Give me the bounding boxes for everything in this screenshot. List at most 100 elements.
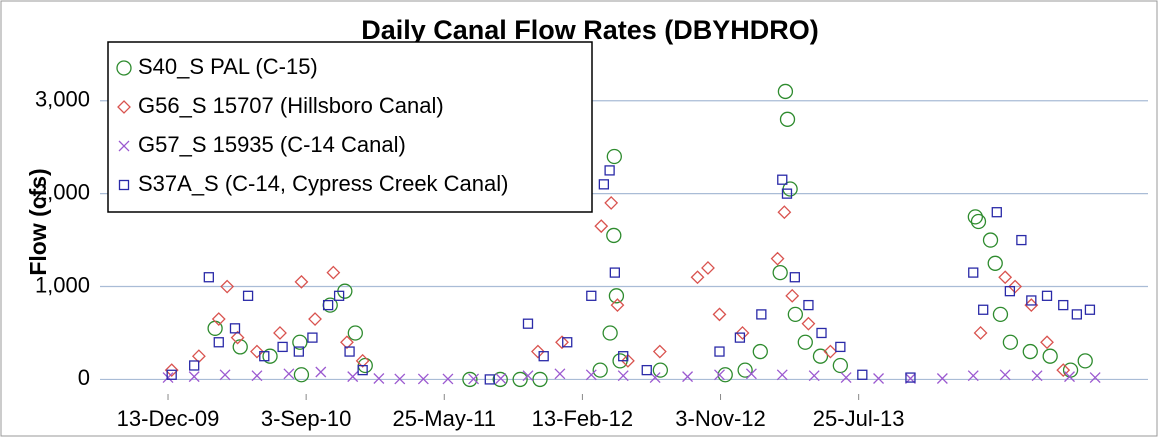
circle-marker — [1002, 334, 1019, 350]
legend-box — [107, 41, 593, 213]
circle-marker — [967, 209, 983, 225]
square-marker — [277, 341, 288, 353]
diamond-marker — [294, 274, 309, 289]
circle-marker — [462, 371, 478, 388]
circle-marker — [992, 306, 1009, 323]
circle-marker — [652, 362, 669, 378]
circle-marker — [606, 227, 622, 244]
square-marker — [618, 351, 629, 362]
diamond-marker — [823, 344, 838, 359]
circle-marker — [777, 83, 794, 100]
square-marker — [213, 337, 224, 348]
legend-label: S37A_S (C-14, Cypress Creek Canal) — [138, 171, 508, 196]
circle-marker — [1077, 353, 1093, 369]
diamond-marker — [1040, 335, 1054, 350]
legend-marker — [117, 100, 131, 114]
x-marker — [873, 373, 885, 384]
x-marker — [808, 370, 820, 382]
square-marker — [978, 304, 989, 315]
x-marker — [373, 373, 385, 384]
circle-marker — [1042, 348, 1058, 364]
legend-label: G56_S 15707 (Hillsboro Canal) — [138, 93, 444, 118]
x-marker — [999, 369, 1011, 381]
diamond-marker — [735, 326, 750, 340]
diamond-marker — [973, 326, 988, 340]
square-marker — [322, 299, 334, 311]
square-marker — [835, 341, 846, 353]
x-marker — [776, 369, 788, 381]
diamond-marker — [250, 344, 264, 359]
square-marker — [1058, 299, 1069, 311]
circle-marker — [982, 232, 999, 248]
square-marker — [357, 364, 368, 376]
diamond-marker — [621, 353, 635, 368]
diamond-marker — [164, 363, 179, 378]
square-marker — [781, 188, 793, 199]
square-marker — [905, 372, 916, 383]
square-marker — [333, 290, 345, 301]
square-marker — [756, 309, 767, 320]
diamond-marker — [604, 196, 619, 210]
circle-marker — [832, 357, 848, 374]
x-marker — [188, 371, 200, 383]
x-tick-label: 25-May-11 — [393, 406, 497, 431]
x-marker — [554, 368, 566, 380]
square-marker — [242, 290, 254, 301]
diamond-marker — [785, 288, 800, 303]
x-marker — [417, 373, 429, 385]
square-marker — [968, 267, 979, 278]
square-marker — [307, 332, 318, 343]
square-marker — [1026, 295, 1037, 306]
diamond-marker — [340, 335, 354, 350]
x-marker — [347, 371, 359, 383]
circle-marker — [262, 348, 278, 364]
circle-marker — [347, 325, 363, 341]
x-marker — [1064, 371, 1075, 383]
legend-marker — [118, 179, 130, 191]
diamond-marker — [211, 312, 226, 326]
x-marker — [714, 369, 725, 381]
square-marker — [189, 360, 200, 371]
square-marker — [789, 272, 800, 283]
x-marker — [468, 373, 480, 385]
square-marker — [344, 346, 355, 357]
diamond-marker — [998, 270, 1013, 285]
circle-marker — [737, 362, 753, 378]
square-marker — [1041, 290, 1053, 301]
legend-label: S40_S PAL (C-15) — [138, 54, 318, 79]
square-marker — [857, 369, 868, 380]
square-marker — [484, 374, 495, 385]
circle-marker — [606, 148, 622, 165]
x-marker — [617, 370, 629, 382]
circle-marker — [797, 334, 813, 350]
circle-marker — [772, 264, 788, 281]
x-tick-label: 3-Sep-10 — [261, 406, 352, 431]
circle-marker — [752, 343, 768, 360]
circle-marker — [608, 288, 625, 304]
diamond-marker — [610, 298, 625, 313]
x-marker — [936, 373, 948, 384]
diamond-marker — [690, 270, 705, 285]
square-marker — [1016, 234, 1027, 246]
square-marker — [641, 364, 652, 376]
circle-marker — [532, 371, 548, 388]
square-marker — [604, 165, 615, 176]
square-marker — [259, 351, 270, 362]
circle-marker — [970, 213, 987, 230]
diamond-marker — [220, 279, 235, 294]
square-marker — [816, 327, 827, 339]
legend-marker — [116, 60, 132, 76]
x-tick-label: 25-Jul-13 — [813, 406, 905, 431]
square-marker — [166, 369, 177, 380]
square-marker — [229, 323, 241, 334]
y-tick-label: 0 — [78, 365, 90, 390]
square-marker — [714, 346, 725, 357]
circle-marker — [602, 325, 618, 341]
diamond-marker — [712, 307, 727, 322]
legend-label: G57_S 15935 (C-14 Canal) — [138, 132, 406, 157]
diamond-marker — [326, 265, 341, 280]
x-tick-label: 13-Dec-09 — [117, 406, 220, 431]
x-marker — [315, 366, 327, 378]
square-marker — [1004, 286, 1016, 297]
